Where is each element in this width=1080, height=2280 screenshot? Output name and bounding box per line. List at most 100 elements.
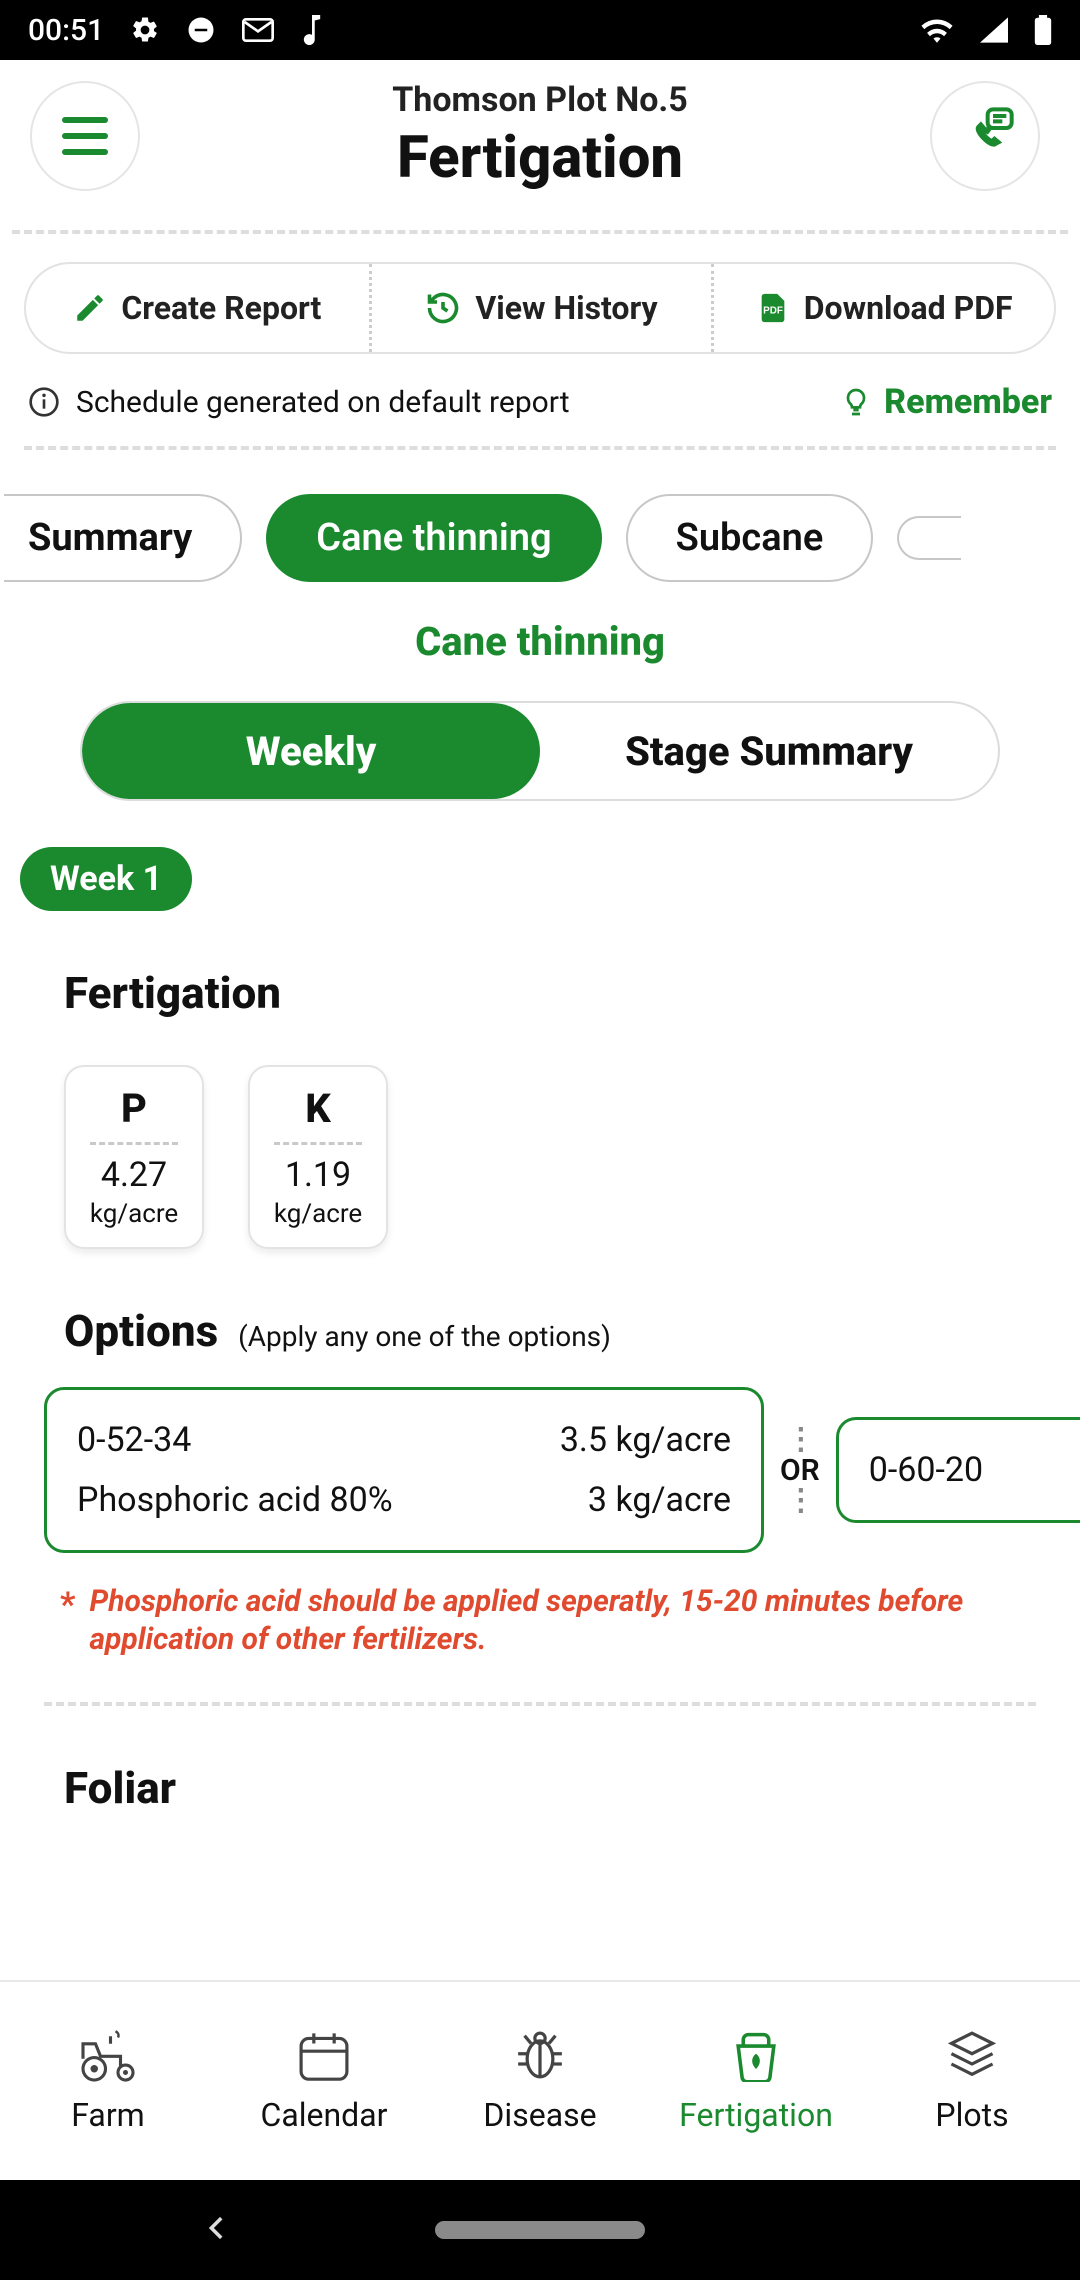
nav-label: Calendar xyxy=(261,2096,388,2134)
status-left: 00:51 xyxy=(28,13,324,48)
options-title: Options xyxy=(64,1305,218,1357)
nutrient-element: K xyxy=(260,1085,376,1132)
wifi-status-icon xyxy=(920,17,954,43)
nutrient-divider xyxy=(274,1142,362,1145)
note-asterisk: * xyxy=(60,1585,75,1658)
tab-subcane[interactable]: Subcane xyxy=(626,494,874,582)
nutrient-unit: kg/acre xyxy=(76,1199,192,1229)
dnd-status-icon xyxy=(186,15,216,45)
android-nav-bar xyxy=(0,2180,1080,2280)
option-card-1[interactable]: 0-52-34 3.5 kg/acre Phosphoric acid 80% … xyxy=(44,1387,764,1553)
view-history-button[interactable]: View History xyxy=(369,264,712,352)
nav-label: Fertigation xyxy=(679,2096,833,2134)
status-time: 00:51 xyxy=(28,13,104,48)
nutrient-value: 4.27 xyxy=(76,1155,192,1195)
vdots-icon: ⋮ xyxy=(786,1433,814,1447)
pdf-icon: PDF xyxy=(756,291,790,325)
fertigation-icon xyxy=(728,2028,784,2082)
nutrient-card-k: K 1.19 kg/acre xyxy=(248,1065,388,1249)
action-row: Create Report View History PDF Download … xyxy=(24,262,1056,354)
nav-plots[interactable]: Plots xyxy=(864,1982,1080,2180)
option-separator: ⋮ OR ⋮ xyxy=(780,1433,820,1508)
nav-calendar[interactable]: Calendar xyxy=(216,1982,432,2180)
tab-next[interactable] xyxy=(897,516,961,560)
svg-text:PDF: PDF xyxy=(763,306,783,317)
back-icon xyxy=(200,2211,234,2245)
tab-cane-thinning[interactable]: Cane thinning xyxy=(266,494,601,582)
hamburger-icon xyxy=(62,117,108,155)
option-line: 0-52-34 3.5 kg/acre xyxy=(77,1410,731,1470)
stage-title: Cane thinning xyxy=(0,618,1080,665)
remember-button[interactable]: Remember xyxy=(840,382,1052,422)
calendar-icon xyxy=(296,2028,352,2082)
nutrient-element: P xyxy=(76,1085,192,1132)
create-report-label: Create Report xyxy=(121,289,321,327)
view-history-label: View History xyxy=(475,289,657,327)
bug-icon xyxy=(513,2028,567,2082)
nav-label: Disease xyxy=(483,2096,596,2134)
nav-farm[interactable]: Farm xyxy=(0,1982,216,2180)
support-call-button[interactable] xyxy=(930,81,1040,191)
remember-label: Remember xyxy=(884,382,1052,422)
nav-label: Farm xyxy=(71,2096,144,2134)
options-note: * Phosphoric acid should be applied sepe… xyxy=(0,1553,1080,1658)
section-divider xyxy=(44,1702,1036,1706)
vdots-icon: ⋮ xyxy=(786,1494,814,1508)
android-status-bar: 00:51 xyxy=(0,0,1080,60)
nutrient-row: P 4.27 kg/acre K 1.19 kg/acre xyxy=(0,1019,1080,1249)
info-row: Schedule generated on default report Rem… xyxy=(0,354,1080,422)
lightbulb-icon xyxy=(840,386,872,418)
pencil-icon xyxy=(73,291,107,325)
week-badge[interactable]: Week 1 xyxy=(20,847,192,911)
option-item-amount: 3 kg/acre xyxy=(588,1480,731,1520)
fertigation-heading: Fertigation xyxy=(64,967,1080,1019)
info-icon xyxy=(28,386,60,418)
nutrient-card-p: P 4.27 kg/acre xyxy=(64,1065,204,1249)
nav-disease[interactable]: Disease xyxy=(432,1982,648,2180)
schedule-info-text: Schedule generated on default report xyxy=(76,385,570,420)
settings-status-icon xyxy=(130,15,160,45)
nav-fertigation[interactable]: Fertigation xyxy=(648,1982,864,2180)
plot-name: Thomson Plot No.5 xyxy=(150,80,930,120)
download-pdf-label: Download PDF xyxy=(804,289,1013,327)
tab-summary[interactable]: Summary xyxy=(4,494,242,582)
option-line: 0-60-20 xyxy=(869,1440,1066,1500)
menu-button[interactable] xyxy=(30,81,140,191)
app-header: Thomson Plot No.5 Fertigation xyxy=(0,60,1080,212)
download-pdf-button[interactable]: PDF Download PDF xyxy=(711,264,1054,352)
schedule-info: Schedule generated on default report xyxy=(28,385,570,420)
option-line: Phosphoric acid 80% 3 kg/acre xyxy=(77,1470,731,1530)
option-card-2[interactable]: 0-60-20 xyxy=(836,1417,1080,1523)
battery-status-icon xyxy=(1034,15,1052,45)
cell-signal-icon xyxy=(980,17,1008,43)
view-toggle: Weekly Stage Summary xyxy=(80,701,1000,801)
option-item-amount: 3.5 kg/acre xyxy=(560,1420,731,1460)
music-status-icon xyxy=(300,15,324,45)
status-right xyxy=(920,15,1052,45)
nutrient-divider xyxy=(90,1142,178,1145)
layers-icon xyxy=(945,2028,999,2082)
option-item-name: 0-60-20 xyxy=(869,1450,983,1490)
nutrient-unit: kg/acre xyxy=(260,1199,376,1229)
tractor-icon xyxy=(78,2028,138,2082)
category-tabs: Summary Cane thinning Subcane xyxy=(0,450,1080,582)
back-button[interactable] xyxy=(200,2211,234,2249)
options-row[interactable]: 0-52-34 3.5 kg/acre Phosphoric acid 80% … xyxy=(0,1357,1080,1553)
history-icon xyxy=(425,290,461,326)
weekly-toggle[interactable]: Weekly xyxy=(82,703,540,799)
header-titles: Thomson Plot No.5 Fertigation xyxy=(150,80,930,192)
option-item-name: Phosphoric acid 80% xyxy=(77,1480,393,1520)
foliar-heading: Foliar xyxy=(64,1762,1080,1814)
home-pill[interactable] xyxy=(435,2221,645,2239)
options-subtitle: (Apply any one of the options) xyxy=(238,1320,611,1353)
nav-label: Plots xyxy=(935,2096,1008,2134)
create-report-button[interactable]: Create Report xyxy=(26,264,369,352)
page-title: Fertigation xyxy=(150,124,930,192)
nutrient-value: 1.19 xyxy=(260,1155,376,1195)
mail-status-icon xyxy=(242,18,274,42)
option-item-name: 0-52-34 xyxy=(77,1420,191,1460)
support-call-icon xyxy=(953,104,1017,168)
note-text: Phosphoric acid should be applied sepera… xyxy=(89,1583,1050,1658)
options-heading: Options (Apply any one of the options) xyxy=(64,1305,1080,1357)
stage-summary-toggle[interactable]: Stage Summary xyxy=(540,703,998,799)
